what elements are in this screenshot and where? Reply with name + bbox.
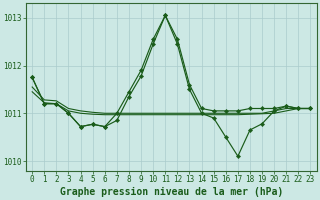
X-axis label: Graphe pression niveau de la mer (hPa): Graphe pression niveau de la mer (hPa): [60, 186, 283, 197]
